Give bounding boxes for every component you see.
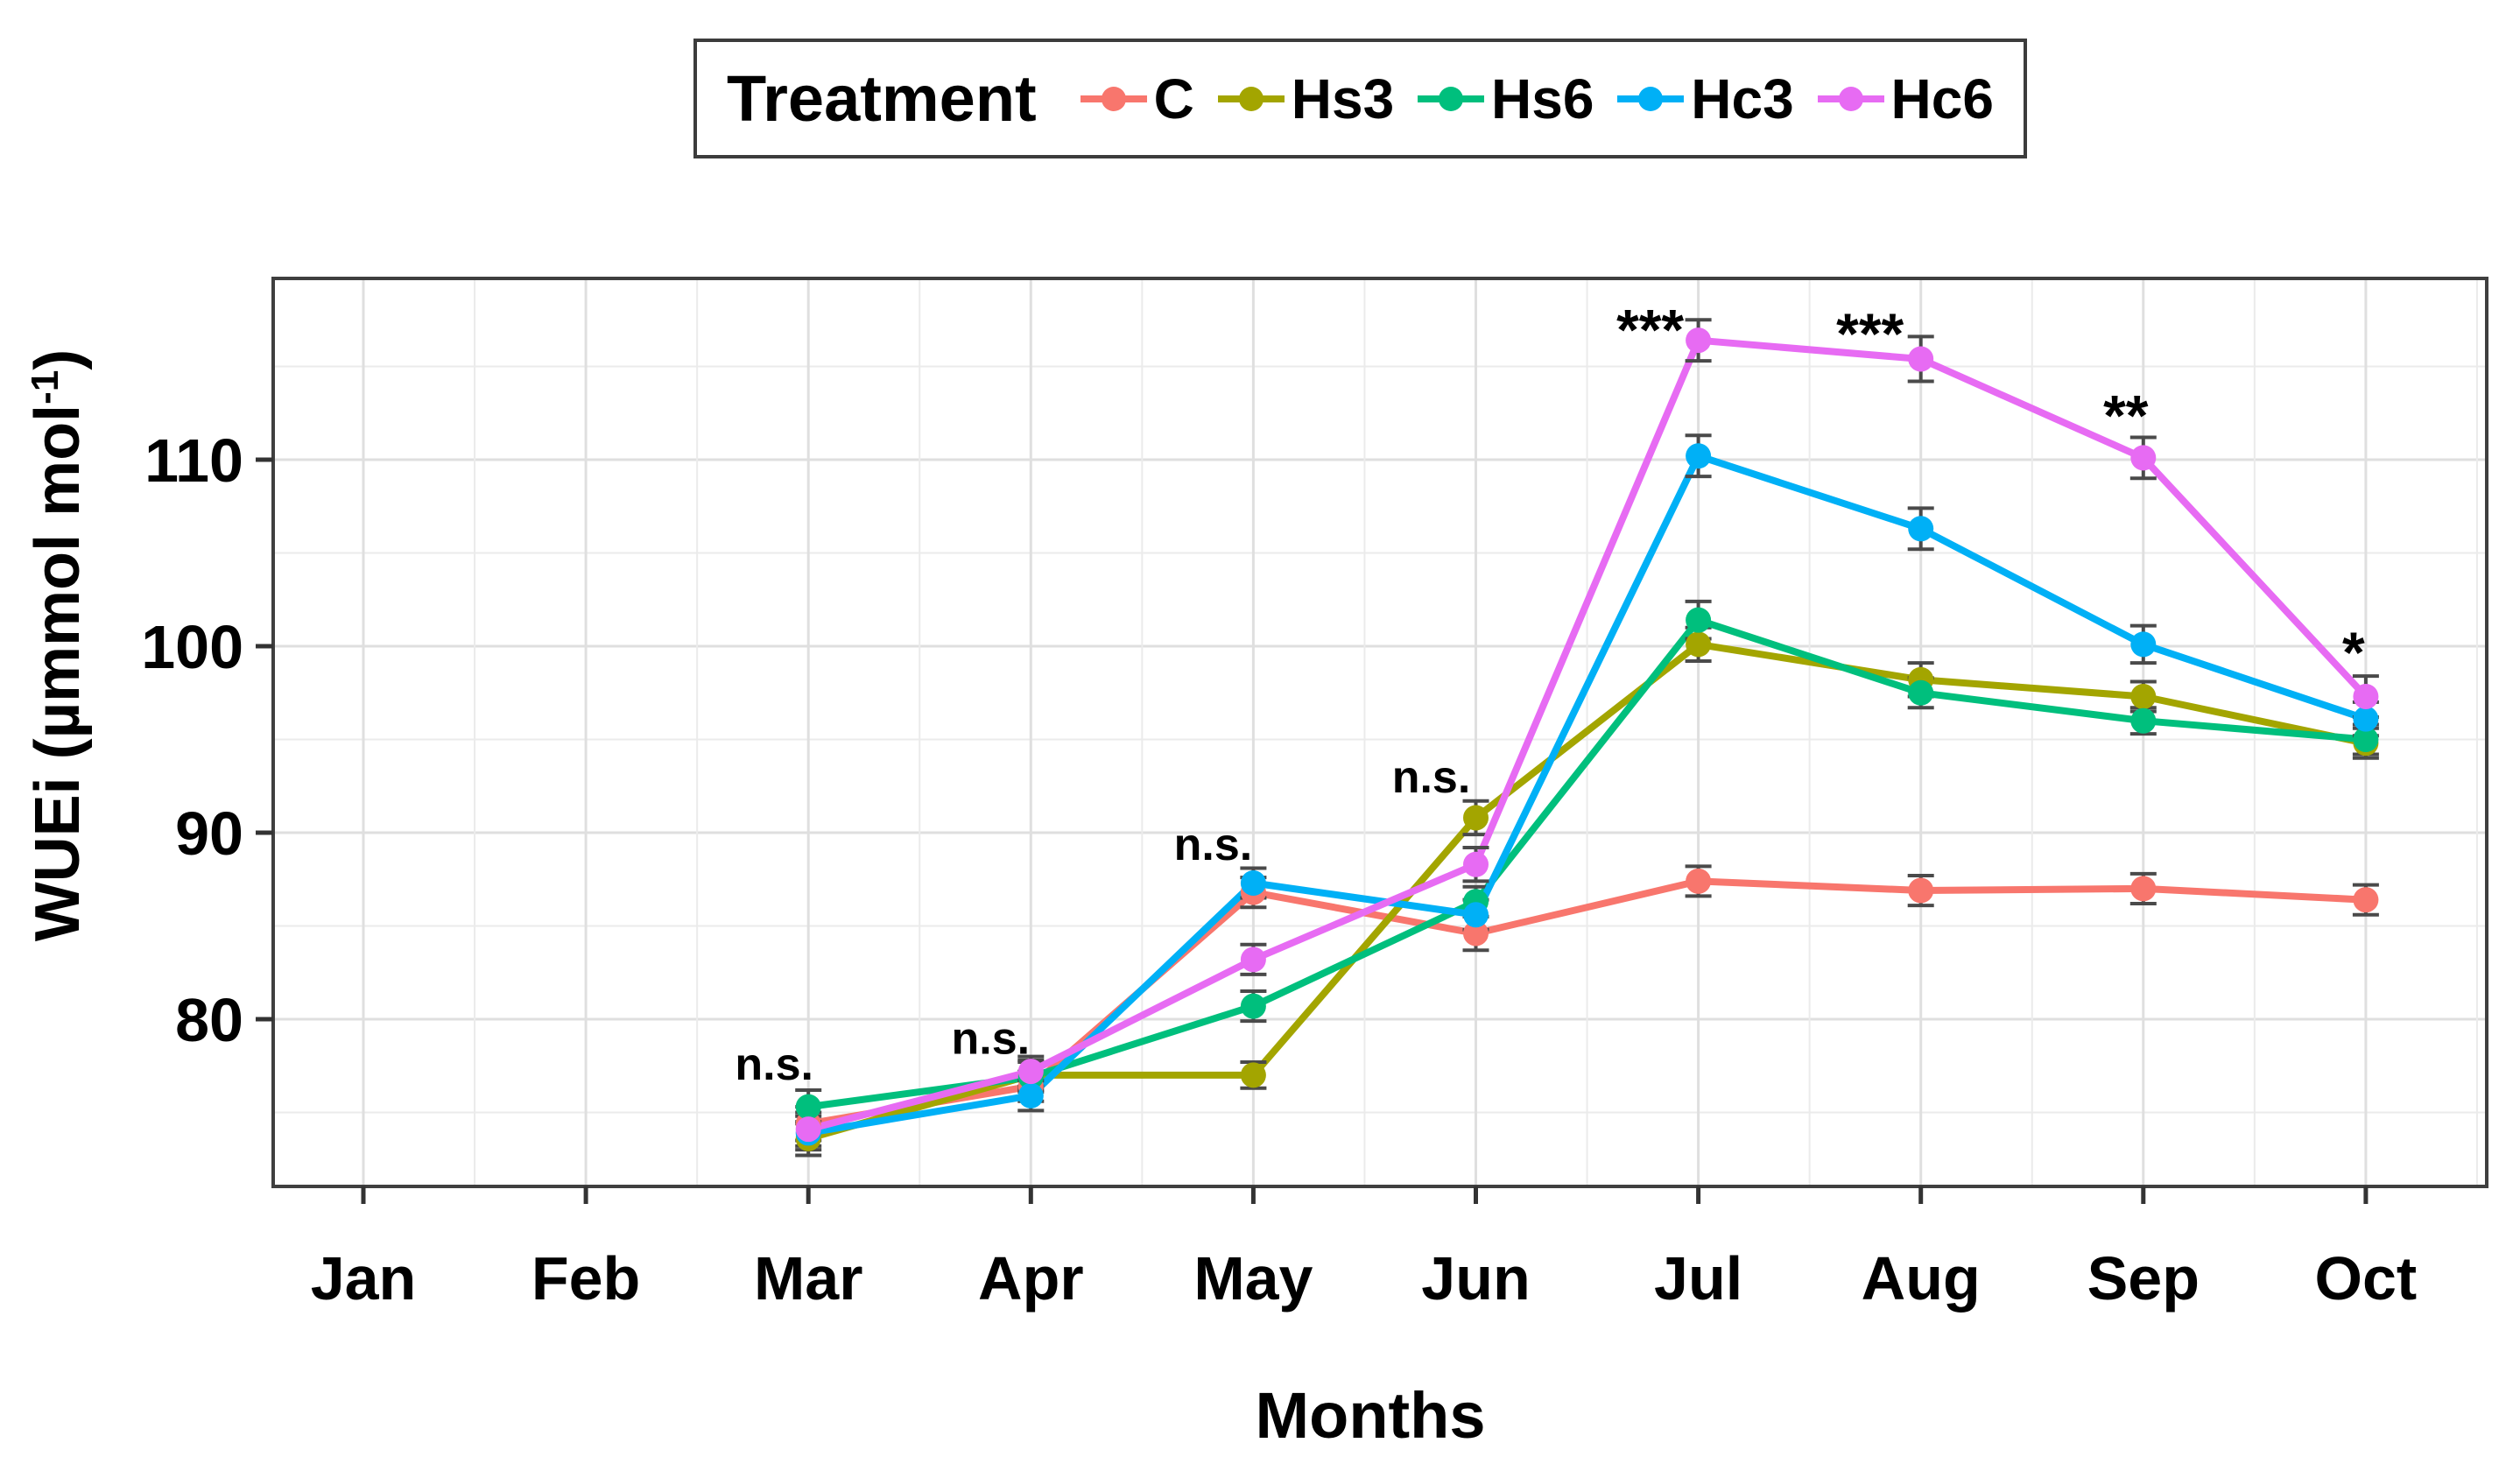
y-axis-title: WUEi (µmmol mol-1) — [23, 349, 93, 942]
significance-label-May: n.s. — [1174, 820, 1253, 870]
x-tick-label-Sep: Sep — [2087, 1244, 2200, 1313]
legend-item-Hc3: Hc3 — [1615, 67, 1794, 131]
data-point-Hs3-Jun — [1463, 805, 1489, 831]
legend-item-label: Hs6 — [1491, 67, 1594, 130]
data-point-C-Jul — [1686, 868, 1712, 894]
significance-label-Jul: *** — [1616, 298, 1684, 362]
legend-item-Hs3: Hs3 — [1216, 67, 1394, 131]
data-point-Hs6-Mar — [795, 1094, 821, 1120]
y-tick-label-90: 90 — [175, 799, 243, 868]
data-point-Hc3-Jul — [1686, 443, 1712, 469]
data-point-Hc6-May — [1240, 947, 1266, 973]
x-tick-label-Aug: Aug — [1862, 1244, 1981, 1313]
data-point-C-Oct — [2353, 887, 2379, 913]
x-axis-title: Months — [1255, 1379, 1485, 1452]
x-tick-label-Apr: Apr — [978, 1244, 1084, 1313]
legend-marker-icon — [1080, 86, 1147, 111]
data-point-Hs6-Aug — [1908, 679, 1934, 706]
legend-item-label: Hs3 — [1291, 67, 1395, 130]
plot-panel — [273, 278, 2487, 1186]
data-point-Hc6-Jun — [1463, 851, 1489, 877]
x-tick-label-Jun: Jun — [1421, 1244, 1530, 1313]
data-point-C-Sep — [2130, 876, 2157, 902]
data-point-Hc6-Oct — [2353, 684, 2379, 710]
legend-marker-icon — [1217, 86, 1285, 111]
legend-marker-icon — [1617, 86, 1685, 111]
y-axis-title-suffix: ) — [23, 349, 93, 370]
y-axis-title-main: WUEi (µmmol mol — [23, 405, 93, 941]
legend-marker-icon — [1418, 86, 1485, 111]
data-point-Hc3-Aug — [1908, 516, 1934, 542]
data-point-Hc3-Apr — [1017, 1082, 1044, 1109]
x-tick-label-Jan: Jan — [311, 1244, 417, 1313]
x-tick-label-Feb: Feb — [531, 1244, 640, 1313]
series-line-Hs6 — [805, 616, 2369, 1111]
data-point-Hc3-Oct — [2353, 706, 2379, 732]
legend-items: C Hs3 Hs6 Hc3 Hc6 — [1079, 67, 1994, 131]
significance-label-Apr: n.s. — [952, 1013, 1031, 1064]
y-tick-label-110: 110 — [144, 426, 243, 495]
data-point-Hs3-Sep — [2130, 684, 2157, 710]
legend-item-C: C — [1079, 67, 1194, 131]
data-point-Hs6-May — [1240, 993, 1266, 1019]
data-point-Hs6-Jul — [1686, 607, 1712, 633]
data-point-C-Jun — [1463, 920, 1489, 947]
x-tick-label-Oct: Oct — [2315, 1244, 2418, 1313]
data-point-Hc6-Apr — [1017, 1059, 1044, 1085]
legend-item-label: Hc3 — [1691, 67, 1794, 130]
data-point-Hc6-Mar — [795, 1116, 821, 1143]
data-point-Hc3-Jun — [1463, 902, 1489, 928]
legend-item-Hs6: Hs6 — [1416, 67, 1594, 131]
significance-label-Jun: n.s. — [1392, 752, 1471, 803]
legend-item-Hc6: Hc6 — [1816, 67, 1994, 131]
significance-label-Sep: ** — [2103, 383, 2149, 447]
legend-title: Treatment — [727, 62, 1037, 135]
data-point-Hs3-Jul — [1686, 631, 1712, 658]
x-tick-label-May: May — [1193, 1244, 1313, 1313]
legend-item-label: Hc6 — [1890, 67, 1994, 130]
data-point-C-Aug — [1908, 877, 1934, 904]
legend-marker-icon — [1817, 86, 1884, 111]
panel-border — [271, 277, 2488, 1188]
series-line-Hc3 — [805, 452, 2369, 1137]
data-point-Hs6-Sep — [2130, 707, 2157, 734]
data-point-Hc6-Aug — [1908, 346, 1934, 372]
significance-label-Oct: * — [2342, 620, 2365, 685]
data-point-Hs6-Oct — [2353, 727, 2379, 752]
legend: Treatment C Hs3 Hs6 Hc3 Hc6 — [693, 39, 2027, 158]
significance-label-Aug: *** — [1836, 301, 1904, 366]
series-line-Hs3 — [805, 640, 2369, 1143]
y-axis-title-superscript: -1 — [24, 370, 67, 405]
data-point-Hc3-Sep — [2130, 631, 2157, 658]
data-point-Hs3-May — [1240, 1062, 1266, 1088]
data-point-Hc6-Jul — [1686, 327, 1712, 354]
data-point-Hc6-Sep — [2130, 445, 2157, 471]
y-tick-label-100: 100 — [141, 613, 243, 681]
x-tick-label-Jul: Jul — [1654, 1244, 1742, 1313]
legend-item-label: C — [1153, 67, 1194, 130]
series-line-Hc6 — [805, 336, 2369, 1133]
data-point-Hc3-May — [1240, 870, 1266, 897]
x-tick-label-Mar: Mar — [754, 1244, 862, 1313]
significance-label-Mar: n.s. — [735, 1039, 813, 1090]
y-tick-label-80: 80 — [175, 986, 243, 1054]
